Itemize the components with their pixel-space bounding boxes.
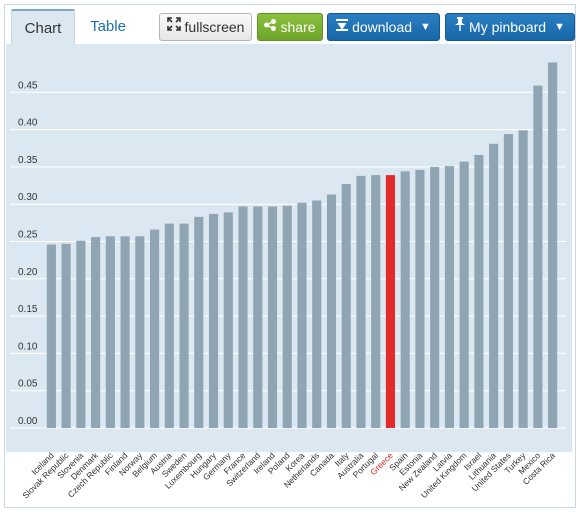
share-button[interactable]: share [257,13,323,41]
bar-estonia[interactable] [415,169,425,428]
y-tick-label: 0.35 [18,155,38,166]
chevron-down-icon: ▼ [554,21,565,33]
pin-icon [455,14,466,40]
bar-greece[interactable] [385,175,396,428]
bar-korea[interactable] [297,202,307,428]
tab-table[interactable]: Table [90,18,126,35]
bar-united-kingdom[interactable] [459,161,469,429]
bar-denmark[interactable] [91,237,101,428]
fullscreen-label: fullscreen [184,19,245,35]
bar-united-states[interactable] [503,134,513,429]
bar-portugal[interactable] [371,175,381,428]
bar-poland[interactable] [282,205,292,428]
fullscreen-button[interactable]: fullscreen [159,13,252,41]
y-tick-label: 0.30 [18,192,38,203]
bar-lithuania[interactable] [489,143,499,429]
bar-sweden[interactable] [179,223,189,428]
bar-canada[interactable] [326,194,337,428]
y-tick-label: 0.20 [18,267,38,278]
y-tick-label: 0.25 [18,230,38,241]
y-tick-label: 0.40 [18,118,38,129]
y-tick-label: 0.15 [18,304,38,315]
bar-hungary[interactable] [208,213,219,428]
bar-mexico[interactable] [533,85,543,428]
bar-switzerland[interactable] [253,206,263,428]
bar-france[interactable] [238,206,248,428]
bar-finland[interactable] [120,236,130,428]
download-button[interactable]: download ▼ [327,13,440,41]
y-tick-label: 0.45 [18,80,38,91]
bar-luxembourg[interactable] [194,216,204,428]
expand-icon [166,14,181,40]
download-icon [336,14,349,40]
bars [46,62,558,429]
toolbar: Chart Table fullscreen share download ▼ [5,5,577,45]
download-label: download [352,19,413,35]
bar-spain[interactable] [400,171,410,428]
bar-latvia[interactable] [444,166,454,429]
bar-new-zealand[interactable] [430,166,440,428]
bar-slovak-republic[interactable] [61,243,71,428]
y-tick-label: 0.10 [18,341,38,352]
bar-ireland[interactable] [267,206,278,428]
bar-czech-republic[interactable] [105,236,115,428]
y-axis: 0.00 0.05 0.10 0.15 0.20 0.25 0.30 0.35 0.40 0.45 [18,80,38,427]
bar-slovenia[interactable] [76,240,86,428]
bar-italy[interactable] [341,184,351,428]
bar-netherlands[interactable] [312,200,322,428]
tab-chart[interactable]: Chart [11,9,75,45]
bar-austria[interactable] [164,223,174,428]
y-tick-label: 0.05 [18,379,38,390]
bar-turkey[interactable] [518,130,528,428]
bar-belgium[interactable] [150,229,160,428]
bar-costa-rica[interactable] [548,62,558,429]
y-tick-label: 0.00 [18,416,38,427]
bar-australia[interactable] [356,175,366,428]
pinboard-label: My pinboard [469,19,547,35]
bar-iceland[interactable] [46,244,56,428]
pinboard-button[interactable]: My pinboard ▼ [445,13,575,41]
share-icon [264,14,277,40]
share-label: share [280,19,316,35]
bar-israel[interactable] [474,154,484,429]
bar-germany[interactable] [223,212,233,428]
bar-norway[interactable] [135,236,145,428]
chevron-down-icon: ▼ [420,21,431,33]
